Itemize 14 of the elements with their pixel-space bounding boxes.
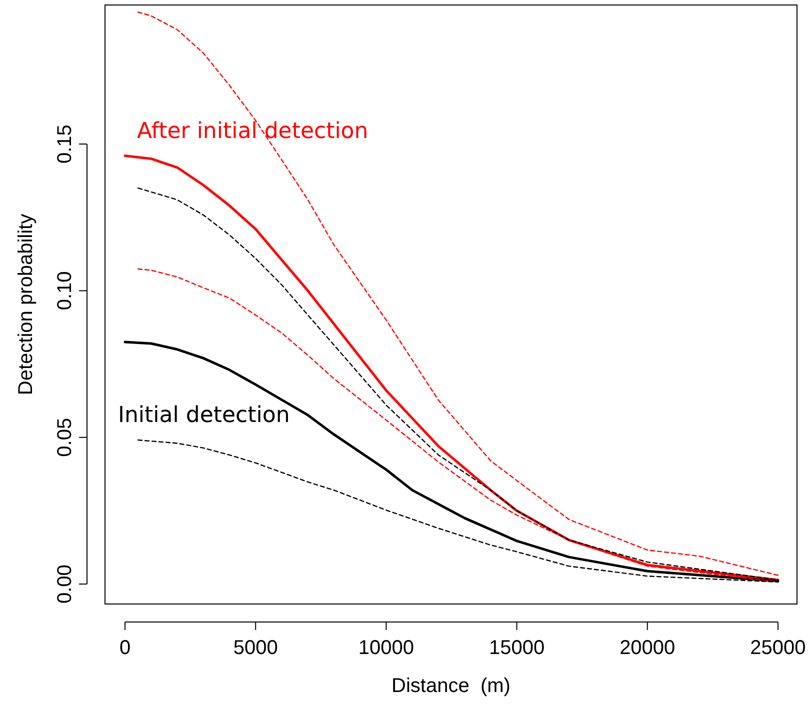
x-tick-label: 25000: [750, 637, 806, 659]
series-label: After initial detection: [137, 118, 368, 144]
y-tick-label: 0.15: [54, 124, 76, 164]
series-label: Initial detection: [118, 403, 290, 428]
y-tick-label: 0.00: [54, 564, 76, 604]
x-tick-label: 20000: [620, 637, 676, 659]
x-tick-label: 5000: [233, 637, 278, 659]
x-tick-label: 0: [119, 637, 131, 659]
y-tick-label: 0.10: [54, 271, 76, 310]
y-axis-title: Detection probability: [15, 214, 37, 396]
x-tick-label: 10000: [358, 637, 414, 659]
y-tick-label: 0.05: [54, 418, 76, 457]
x-axis-title: Distance (m): [392, 675, 510, 697]
x-tick-label: 15000: [488, 637, 545, 659]
